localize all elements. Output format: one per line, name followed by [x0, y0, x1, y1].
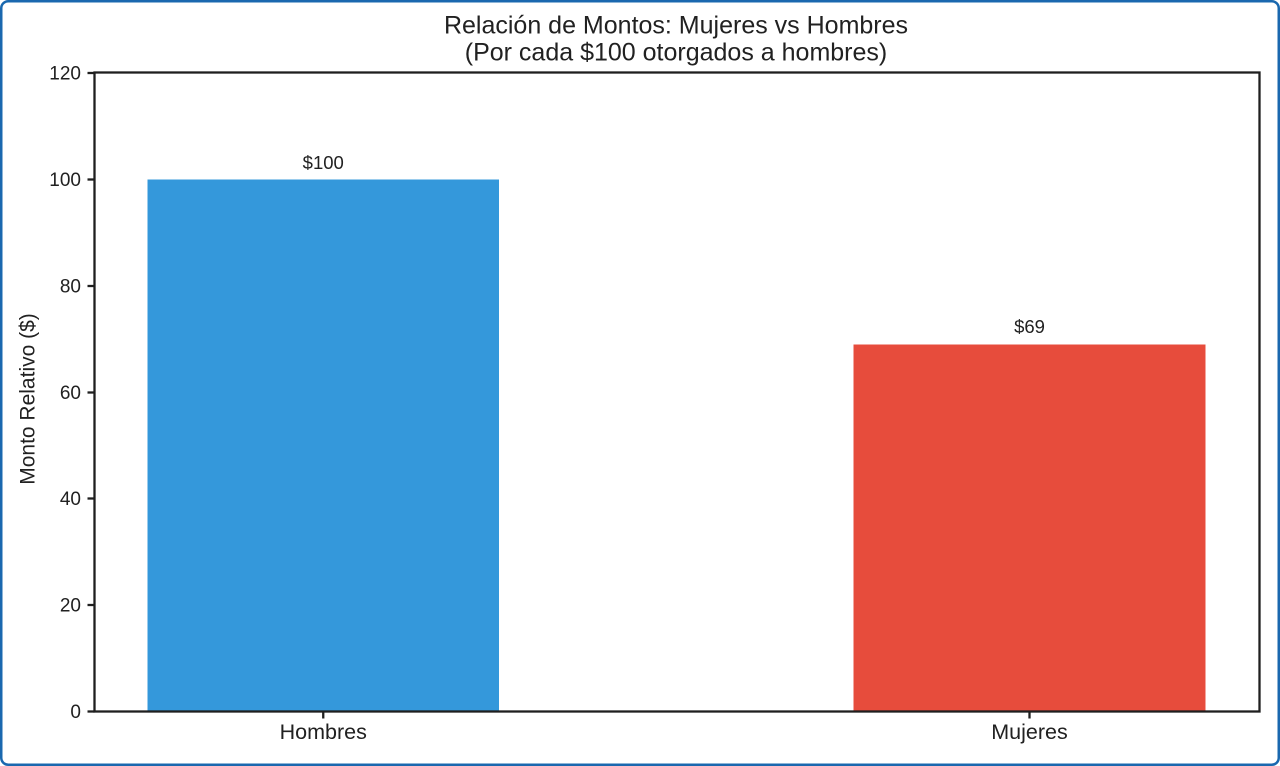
svg-text:Hombres: Hombres	[280, 720, 367, 744]
svg-text:80: 80	[60, 277, 81, 298]
svg-text:20: 20	[60, 596, 81, 617]
svg-text:Monto Relativo ($): Monto Relativo ($)	[17, 313, 40, 485]
svg-text:(Por cada $100 otorgados a hom: (Por cada $100 otorgados a hombres)	[465, 39, 887, 67]
svg-text:40: 40	[60, 489, 81, 510]
svg-text:Relación de Montos: Mujeres vs: Relación de Montos: Mujeres vs Hombres	[444, 12, 908, 40]
svg-text:120: 120	[49, 64, 81, 85]
svg-text:60: 60	[60, 383, 81, 404]
svg-text:Mujeres: Mujeres	[991, 720, 1067, 744]
svg-text:$69: $69	[1014, 316, 1045, 337]
svg-text:100: 100	[49, 170, 81, 191]
svg-text:0: 0	[70, 702, 81, 723]
svg-text:$100: $100	[303, 152, 344, 173]
